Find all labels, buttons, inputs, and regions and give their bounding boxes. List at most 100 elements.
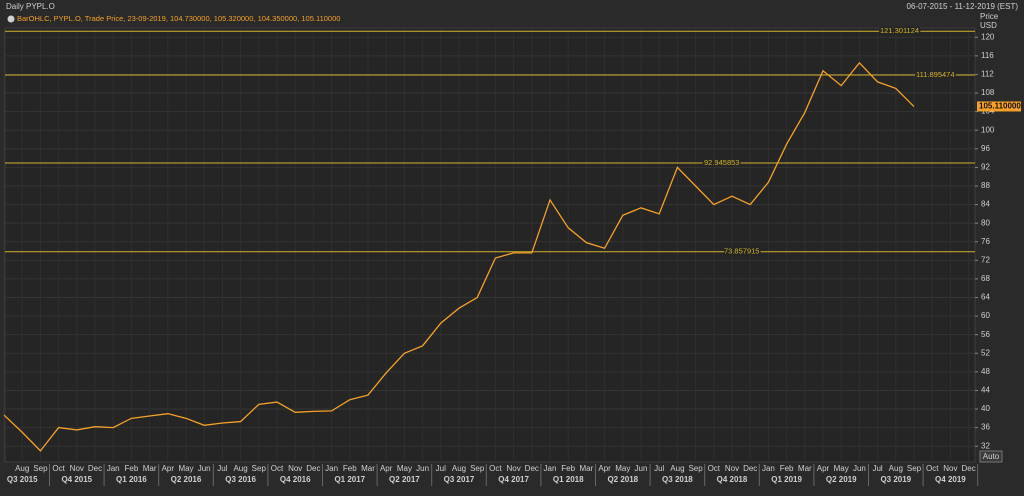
- x-tick-label: Aug: [233, 464, 247, 473]
- x-tick-label: Feb: [561, 464, 575, 473]
- y-tick-label: 48: [981, 367, 990, 376]
- quarter-label: Q3 2019: [880, 475, 911, 484]
- x-tick-label: Dec: [88, 464, 102, 473]
- x-tick-label: Sep: [252, 464, 267, 473]
- quarter-label: Q1 2018: [553, 475, 584, 484]
- y-tick-label: 120: [981, 32, 995, 41]
- quarter-label: Q1 2016: [116, 475, 147, 484]
- x-tick-label: Jun: [635, 464, 648, 473]
- x-tick-label: Feb: [343, 464, 357, 473]
- level-label: 92.945853: [704, 158, 739, 167]
- x-tick-label: Mar: [580, 464, 594, 473]
- y-tick-label: 56: [981, 330, 990, 339]
- level-label: 73.857915: [724, 247, 759, 256]
- x-tick-label: Feb: [780, 464, 794, 473]
- x-tick-label: Jan: [325, 464, 338, 473]
- plot-area: [4, 27, 976, 463]
- axis-unit: USD: [980, 21, 997, 30]
- auto-button-label[interactable]: Auto: [983, 452, 1000, 461]
- axis-title: Price: [980, 12, 999, 21]
- x-tick-label: Apr: [162, 464, 175, 473]
- x-tick-label: Sep: [470, 464, 485, 473]
- x-tick-label: Dec: [525, 464, 539, 473]
- chart-title: Daily PYPL.O: [6, 2, 55, 11]
- date-range: 06-07-2015 - 11-12-2019 (EST): [907, 2, 1019, 11]
- x-tick-label: Jan: [107, 464, 120, 473]
- y-tick-label: 72: [981, 255, 990, 264]
- quarter-label: Q2 2018: [607, 475, 638, 484]
- x-tick-label: Oct: [489, 464, 502, 473]
- x-tick-label: Nov: [725, 464, 739, 473]
- x-tick-label: Mar: [143, 464, 157, 473]
- last-price-box: [977, 101, 1021, 112]
- y-tick-label: 68: [981, 274, 990, 283]
- price-line: [3, 61, 915, 452]
- x-tick-label: Aug: [15, 464, 29, 473]
- legend-icon[interactable]: [7, 15, 15, 23]
- x-tick-label: Dec: [743, 464, 757, 473]
- x-tick-label: Nov: [70, 464, 84, 473]
- x-tick-label: May: [397, 464, 412, 473]
- y-tick-label: 96: [981, 144, 990, 153]
- quarter-label: Q2 2016: [171, 475, 202, 484]
- y-tick-label: 112: [981, 70, 994, 79]
- x-tick-label: Jun: [198, 464, 211, 473]
- x-tick-label: Aug: [889, 464, 903, 473]
- y-tick-label: 52: [981, 348, 990, 357]
- quarter-label: Q4 2018: [717, 475, 748, 484]
- x-tick-label: Nov: [288, 464, 302, 473]
- quarter-label: Q3 2015: [7, 475, 38, 484]
- y-tick-label: 44: [981, 386, 990, 395]
- x-tick-label: Apr: [380, 464, 393, 473]
- x-tick-label: Oct: [52, 464, 65, 473]
- y-tick-label: 92: [981, 163, 990, 172]
- level-label: 121.301124: [880, 26, 919, 35]
- x-tick-label: May: [178, 464, 193, 473]
- quarter-label: Q4 2015: [61, 475, 92, 484]
- x-tick-label: Apr: [817, 464, 830, 473]
- x-tick-label: Aug: [452, 464, 466, 473]
- x-tick-label: Oct: [926, 464, 939, 473]
- x-tick-label: Jul: [436, 464, 446, 473]
- x-tick-label: Sep: [33, 464, 48, 473]
- y-tick-label: 32: [981, 441, 990, 450]
- x-tick-label: Nov: [506, 464, 520, 473]
- x-tick-label: Dec: [306, 464, 320, 473]
- y-tick-label: 108: [981, 88, 995, 97]
- quarter-label: Q3 2018: [662, 475, 693, 484]
- y-tick-label: 88: [981, 181, 990, 190]
- y-tick-label: 100: [981, 125, 995, 134]
- x-tick-label: Feb: [125, 464, 139, 473]
- x-tick-label: Mar: [798, 464, 812, 473]
- x-tick-label: Jul: [872, 464, 882, 473]
- x-tick-label: May: [834, 464, 849, 473]
- y-tick-label: 40: [981, 404, 990, 413]
- x-tick-label: Jun: [853, 464, 866, 473]
- quarter-label: Q4 2016: [280, 475, 311, 484]
- x-tick-label: Dec: [961, 464, 975, 473]
- quarter-label: Q3 2017: [444, 475, 475, 484]
- y-tick-label: 116: [981, 51, 994, 60]
- x-tick-label: Apr: [598, 464, 611, 473]
- x-tick-label: Jul: [654, 464, 664, 473]
- x-tick-label: Jan: [544, 464, 557, 473]
- x-tick-label: Sep: [688, 464, 703, 473]
- y-tick-label: 64: [981, 293, 990, 302]
- y-tick-label: 76: [981, 237, 990, 246]
- last-price-label: 105.110000: [979, 102, 1021, 111]
- quarter-label: Q2 2019: [826, 475, 857, 484]
- y-tick-label: 84: [981, 200, 990, 209]
- quarter-label: Q4 2019: [935, 475, 966, 484]
- y-tick-label: 36: [981, 423, 990, 432]
- y-tick-label: 60: [981, 311, 990, 320]
- legend-text: BarOHLC, PYPL.O, Trade Price, 23-09-2019…: [17, 14, 340, 23]
- quarter-label: Q4 2017: [498, 475, 529, 484]
- x-tick-label: May: [615, 464, 630, 473]
- x-tick-label: Oct: [271, 464, 284, 473]
- x-tick-label: Oct: [708, 464, 721, 473]
- auto-button[interactable]: [979, 450, 1003, 463]
- quarter-label: Q1 2017: [334, 475, 365, 484]
- x-tick-label: Jan: [762, 464, 775, 473]
- quarter-label: Q1 2019: [771, 475, 802, 484]
